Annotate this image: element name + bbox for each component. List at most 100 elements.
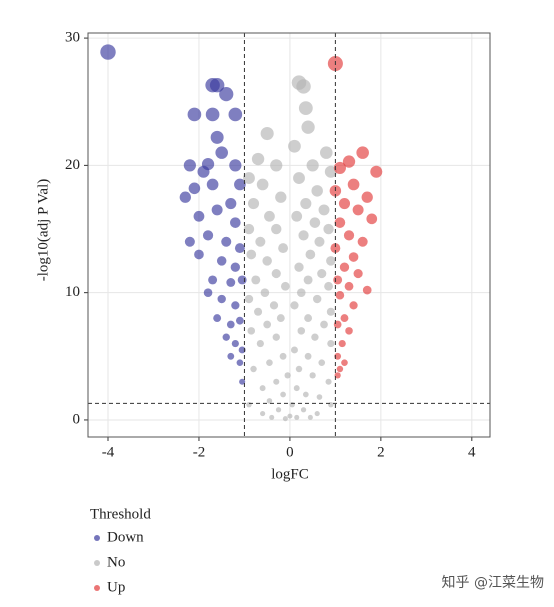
point (342, 155, 356, 168)
point (362, 285, 372, 295)
point (271, 268, 281, 279)
point (187, 107, 202, 122)
point (311, 333, 319, 341)
point (202, 230, 214, 241)
legend-marker (94, 585, 100, 591)
point (352, 204, 364, 216)
point (260, 127, 274, 141)
point (263, 320, 272, 329)
point (256, 178, 269, 191)
point (188, 182, 201, 195)
point (266, 359, 273, 366)
point (251, 275, 261, 285)
point (243, 172, 255, 185)
point (269, 414, 275, 420)
legend-title: Threshold (90, 506, 151, 522)
point (234, 243, 245, 254)
point (250, 365, 257, 373)
point (341, 359, 348, 366)
point (344, 281, 354, 291)
point (231, 339, 239, 348)
x-tick-label: -4 (102, 444, 115, 460)
point (314, 236, 325, 247)
point (340, 314, 349, 323)
point (298, 101, 313, 116)
point (324, 281, 333, 291)
point (326, 307, 335, 316)
legend-label: Down (107, 529, 144, 545)
point (304, 352, 312, 360)
point (334, 352, 342, 360)
point (293, 172, 305, 185)
point (320, 146, 333, 159)
point (208, 275, 218, 285)
point (318, 204, 330, 216)
point (333, 275, 343, 285)
point (336, 365, 344, 373)
point (294, 262, 304, 272)
point (316, 394, 323, 400)
point (219, 86, 234, 102)
point (287, 413, 293, 419)
point (231, 301, 240, 310)
point (246, 249, 257, 260)
point (100, 44, 116, 60)
point (276, 314, 285, 323)
point (356, 146, 369, 159)
point (353, 268, 363, 279)
point (260, 410, 266, 417)
x-axis-label: logFC (271, 466, 309, 482)
point (317, 268, 327, 279)
point (290, 301, 299, 310)
point (278, 243, 289, 254)
point (206, 178, 219, 191)
y-tick-label: 30 (65, 30, 80, 46)
point (183, 159, 196, 172)
point (221, 236, 232, 247)
x-tick-label: 2 (377, 444, 385, 460)
point (323, 223, 334, 235)
point (307, 414, 313, 420)
point (264, 210, 275, 222)
point (280, 391, 286, 398)
point (260, 288, 270, 297)
point (266, 398, 273, 404)
point (298, 230, 309, 241)
point (209, 77, 225, 93)
point (330, 243, 341, 254)
point (314, 410, 320, 417)
point (326, 256, 336, 266)
point (275, 191, 287, 203)
watermark: 知乎 @江菜生物 (442, 574, 544, 591)
point (280, 281, 290, 291)
point (347, 178, 360, 191)
point (238, 346, 246, 354)
point (236, 359, 244, 366)
point (262, 256, 272, 266)
point (349, 301, 358, 310)
point (279, 352, 287, 360)
point (271, 223, 282, 235)
point (247, 327, 256, 335)
y-tick-label: 0 (73, 411, 81, 427)
point (226, 320, 235, 329)
point (361, 191, 373, 203)
point (184, 236, 195, 247)
point (259, 385, 266, 392)
legend-label: Up (107, 579, 125, 595)
point (348, 252, 359, 262)
point (288, 139, 301, 153)
point (339, 262, 350, 272)
point (291, 210, 303, 222)
point (244, 294, 254, 304)
point (234, 178, 246, 191)
point (284, 372, 291, 379)
point (226, 278, 236, 287)
point (179, 191, 191, 203)
point (345, 327, 353, 335)
point (235, 316, 244, 325)
point (296, 288, 306, 297)
point (230, 217, 241, 228)
point (306, 159, 319, 172)
